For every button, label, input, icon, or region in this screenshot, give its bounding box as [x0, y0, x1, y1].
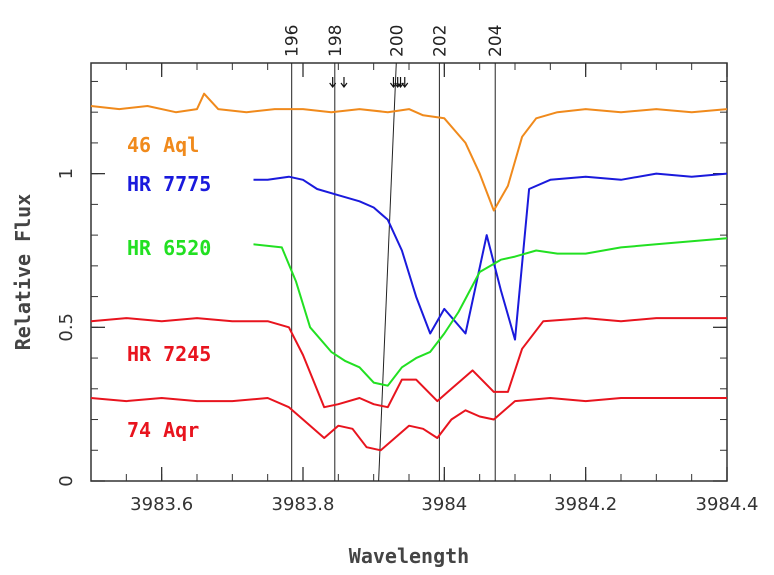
x-tick-label: 3983.6	[130, 494, 193, 515]
x-axis-title: Wavelength	[349, 544, 469, 568]
line-markers: 196 198 200 202 204	[283, 25, 506, 482]
y-axis-title: Relative Flux	[11, 194, 35, 351]
down-arrow-icon	[401, 77, 409, 88]
series-label-4: 74 Aqr	[127, 418, 199, 442]
series-line-4	[90, 397, 727, 452]
series-labels: 46 Aql HR 7775 HR 6520 HR 7245 74 Aqr	[127, 133, 211, 442]
down-arrow-icon	[394, 77, 402, 88]
x-tick-label: 3983.8	[272, 494, 335, 515]
series-line-3	[90, 317, 727, 409]
down-arrow-icon	[329, 77, 337, 88]
marker-label-198: 198	[326, 25, 346, 57]
arrow-markers	[329, 77, 409, 88]
series-line-1	[253, 172, 728, 341]
marker-label-196: 196	[283, 25, 303, 57]
marker-label-200: 200	[387, 25, 407, 57]
series-line-2	[253, 237, 728, 387]
y-tick-label: 1	[56, 168, 77, 179]
x-tick-label: 3984.2	[554, 494, 617, 515]
series-label-0: 46 Aql	[127, 133, 199, 157]
y-tick-label: 0.5	[56, 313, 77, 342]
series-label-3: HR 7245	[127, 342, 211, 366]
series-line-0	[90, 92, 728, 212]
x-tick-label: 3984.4	[696, 494, 759, 515]
x-tick-label: 3984	[421, 494, 467, 515]
axis-ticks: 3983.6 3983.8 3984 3984.2 3984.4 0 0.5 1	[56, 63, 758, 515]
marker-label-204: 204	[486, 25, 506, 57]
y-tick-label: 0	[56, 475, 77, 486]
marker-line-200	[378, 62, 397, 482]
down-arrow-icon	[340, 77, 348, 88]
series-group	[90, 92, 728, 452]
marker-label-202: 202	[430, 25, 450, 57]
series-label-2: HR 6520	[127, 236, 211, 260]
series-label-1: HR 7775	[127, 172, 211, 196]
